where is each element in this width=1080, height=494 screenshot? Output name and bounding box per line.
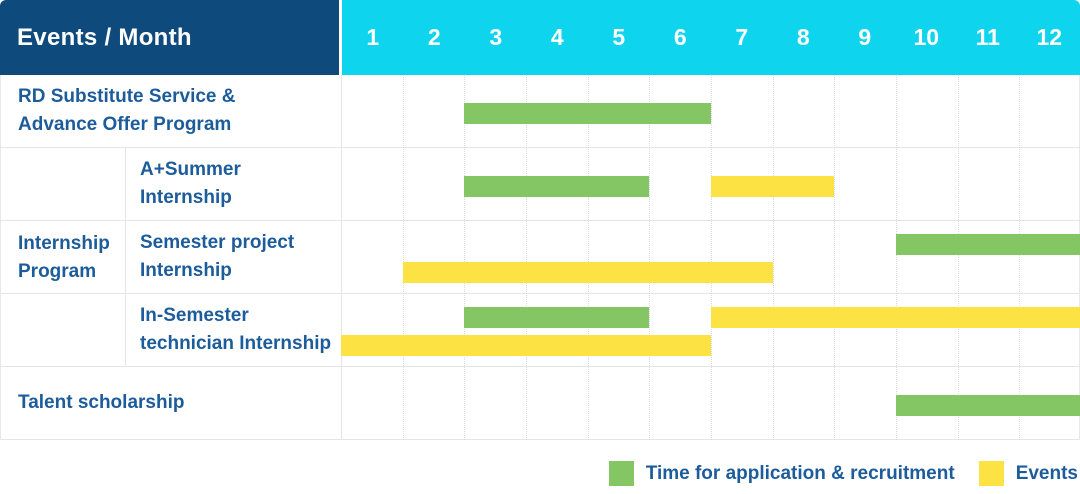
row-label-rd-substitute-service: RD Substitute Service & Advance Offer Pro… bbox=[18, 86, 236, 135]
grid-lines bbox=[341, 75, 1080, 440]
events-month-header-cell: Events / Month bbox=[0, 0, 339, 75]
legend-label: Time for application & recruitment bbox=[645, 462, 955, 484]
legend-label: Events bbox=[1015, 462, 1078, 484]
month-gridline bbox=[1019, 75, 1021, 440]
legend-swatch-green bbox=[608, 461, 634, 486]
event-bar bbox=[402, 262, 773, 283]
month-header-5: 5 bbox=[612, 24, 626, 50]
application-bar bbox=[464, 307, 650, 328]
legend-item-application: Time for application & recruitment bbox=[608, 461, 955, 486]
row-a-plus-summer-internship: A+Summer Internship bbox=[1, 148, 1079, 221]
row-label-semester-project-internship: Semester project Internship bbox=[140, 232, 295, 281]
row-label-talent-scholarship: Talent scholarship bbox=[18, 392, 185, 413]
month-gridline bbox=[896, 75, 897, 440]
month-gridline bbox=[711, 75, 712, 440]
month-header-10: 10 bbox=[913, 24, 940, 50]
month-header-row: 1 2 3 4 5 6 7 8 9 10 11 12 bbox=[342, 0, 1080, 75]
month-gridline bbox=[772, 75, 774, 440]
event-bar bbox=[711, 176, 835, 197]
month-header-4: 4 bbox=[550, 24, 564, 50]
row-semester-project-internship: Semester project Internship bbox=[1, 221, 1080, 294]
legend-swatch-yellow bbox=[978, 461, 1004, 486]
row-talent-scholarship: Talent scholarship bbox=[1, 367, 1080, 440]
gantt-body: RD Substitute Service & Advance Offer Pro… bbox=[0, 75, 1080, 440]
application-bar bbox=[464, 176, 650, 197]
month-header-7: 7 bbox=[735, 24, 749, 50]
month-header-2: 2 bbox=[427, 24, 441, 50]
month-gridline bbox=[464, 75, 466, 440]
application-bar bbox=[896, 234, 1080, 255]
application-bar bbox=[896, 395, 1080, 416]
month-header-6: 6 bbox=[673, 24, 687, 50]
month-header-12: 12 bbox=[1036, 24, 1063, 50]
month-header-8: 8 bbox=[796, 24, 810, 50]
group-label-internship-program: Internship Program bbox=[1, 148, 126, 367]
application-bar bbox=[464, 103, 711, 124]
month-header-9: 9 bbox=[858, 24, 872, 50]
event-bar bbox=[341, 335, 711, 356]
month-gridline bbox=[649, 75, 651, 440]
events-month-header-label: Events / Month bbox=[17, 23, 192, 51]
legend: Time for application & recruitment Events bbox=[608, 461, 1078, 486]
row-rd-substitute-service: RD Substitute Service & Advance Offer Pro… bbox=[1, 75, 1079, 148]
row-label-a-plus-summer-internship: A+Summer Internship bbox=[140, 159, 241, 208]
row-label-in-semester-technician-internship: In-Semester technician Internship bbox=[140, 305, 332, 354]
month-gridline bbox=[957, 75, 959, 440]
event-bar bbox=[711, 307, 1080, 328]
legend-item-events: Events bbox=[978, 461, 1078, 486]
month-header-1: 1 bbox=[366, 24, 380, 50]
month-header-3: 3 bbox=[489, 24, 503, 50]
month-gridline bbox=[341, 75, 342, 440]
row-in-semester-technician-internship: In-Semester technician Internship bbox=[1, 294, 1080, 367]
month-header-11: 11 bbox=[975, 24, 1000, 50]
month-gridline bbox=[834, 75, 836, 440]
month-gridline bbox=[587, 75, 589, 440]
month-gridline bbox=[526, 75, 527, 440]
month-gridline bbox=[402, 75, 404, 440]
